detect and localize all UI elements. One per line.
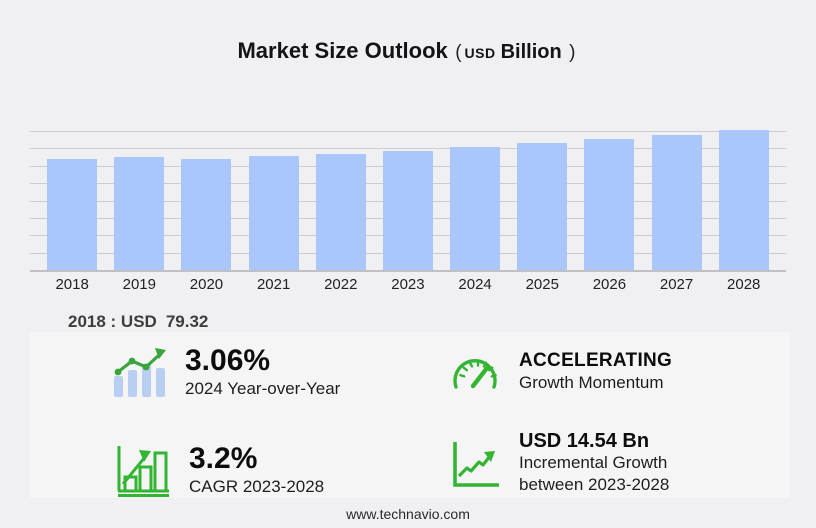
x-axis-label-2018: 2018 xyxy=(55,276,89,293)
annotation-value: 79.32 xyxy=(165,312,209,331)
bar-2019 xyxy=(114,156,165,270)
x-axis-label-2020: 2020 xyxy=(189,276,224,293)
title-unit: Billion xyxy=(500,41,562,63)
x-axis-label-2027: 2027 xyxy=(659,276,694,293)
stat-cagr-label: CAGR 2023-2028 xyxy=(189,476,325,496)
stat-cagr-text: 3.2% CAGR 2023-2028 xyxy=(189,442,324,498)
bar-chart-trend-icon xyxy=(110,346,168,398)
title-currency: USD xyxy=(464,45,496,61)
stat-yoy-text: 3.06% 2024 Year-over-Year xyxy=(185,344,340,400)
x-axis-label-2019: 2019 xyxy=(122,276,156,293)
x-axis-label-2026: 2026 xyxy=(592,276,627,293)
page-title: Market Size Outlook (USD Billion ) xyxy=(0,38,816,64)
stat-momentum: ACCELERATING Growth Momentum xyxy=(448,350,672,394)
stat-cagr: 3.2% CAGR 2023-2028 xyxy=(114,442,324,498)
stat-incremental-label-line1: Incremental Growth xyxy=(519,453,668,473)
stat-cagr-value: 3.2% xyxy=(189,442,258,476)
speedometer-icon xyxy=(448,350,502,394)
stat-momentum-value: ACCELERATING xyxy=(519,350,673,372)
bar-2023 xyxy=(382,150,433,270)
bar-2026 xyxy=(584,138,635,270)
x-axis-label-2023: 2023 xyxy=(391,276,425,293)
stat-incremental-value: USD 14.54 Bn xyxy=(519,430,650,452)
bar-2022 xyxy=(315,154,366,270)
bar-2028 xyxy=(718,130,769,270)
bar-2020 xyxy=(181,159,232,270)
gridline xyxy=(30,131,786,132)
x-axis-label-2024: 2024 xyxy=(458,276,492,293)
title-open-paren: ( xyxy=(455,42,462,63)
growth-bars-icon xyxy=(114,442,172,498)
x-axis-label-2025: 2025 xyxy=(525,276,559,293)
bar-2018 xyxy=(47,159,98,270)
title-main: Market Size Outlook xyxy=(237,38,448,63)
bar-2027 xyxy=(651,134,702,270)
bar-2024 xyxy=(450,146,501,270)
stat-yoy-value: 3.06% xyxy=(185,344,271,377)
stat-momentum-text: ACCELERATING Growth Momentum xyxy=(519,350,672,393)
bars-row xyxy=(30,110,786,270)
x-axis-label-2028: 2028 xyxy=(727,276,761,293)
stat-yoy-label: 2024 Year-over-Year xyxy=(185,378,341,398)
bar-2025 xyxy=(517,142,568,270)
annotation-label: 2018 : USD xyxy=(68,312,157,331)
stats-panel: 3.06% 2024 Year-over-Year xyxy=(30,332,790,498)
data-point-annotation: 2018 : USD 79.32 xyxy=(68,312,208,332)
x-axis-labels: 2018 2019 2020 2021 2022 2023 2024 2025 2026 2027… xyxy=(30,276,786,293)
website-url: www.technavio.com xyxy=(346,506,470,522)
plot-area xyxy=(30,110,786,272)
stat-momentum-label: Growth Momentum xyxy=(519,372,664,392)
stat-incremental-label-line2: between 2023-2028 xyxy=(519,475,670,495)
gridline xyxy=(30,148,786,150)
x-axis-label-2021: 2021 xyxy=(256,276,291,293)
title-close-paren: ) xyxy=(569,42,576,63)
growth-line-icon xyxy=(448,434,502,492)
stat-yoy-growth: 3.06% 2024 Year-over-Year xyxy=(110,344,340,400)
x-axis-label-2022: 2022 xyxy=(324,276,358,293)
stat-incremental-growth: USD 14.54 Bn Incremental Growth between … xyxy=(448,430,669,497)
stat-incremental-text: USD 14.54 Bn Incremental Growth between … xyxy=(519,430,669,497)
bar-2021 xyxy=(248,156,299,270)
